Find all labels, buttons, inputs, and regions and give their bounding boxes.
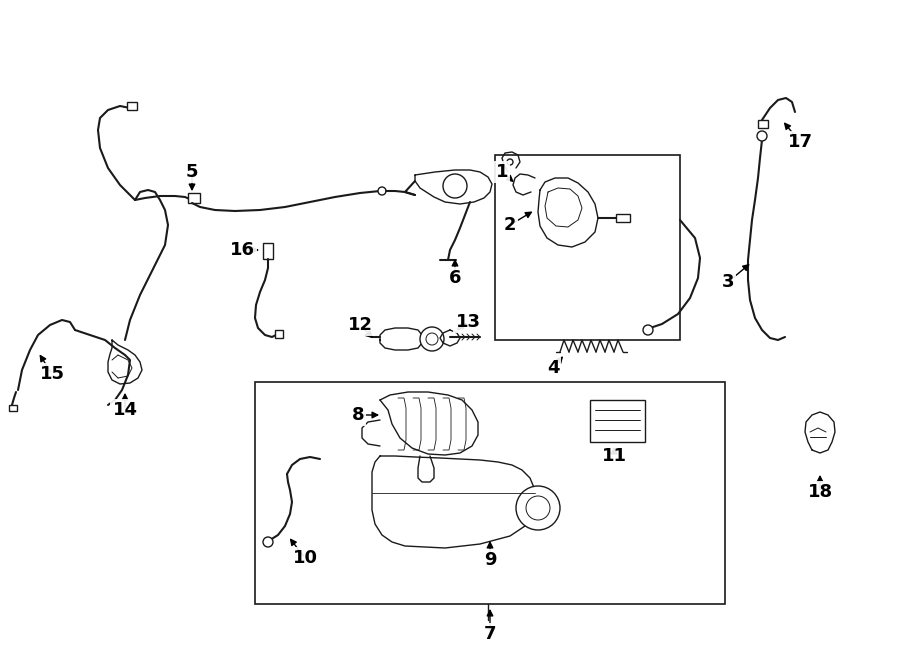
Circle shape [263,537,273,547]
Text: 5: 5 [185,163,198,181]
Text: 16: 16 [230,241,255,259]
Bar [127,102,137,110]
Circle shape [507,159,513,165]
Text: 15: 15 [40,365,65,383]
Text: 6: 6 [449,269,461,287]
Circle shape [757,131,767,141]
Text: 7: 7 [484,625,496,643]
Text: 14: 14 [112,401,138,419]
Circle shape [443,174,467,198]
Text: 2: 2 [504,216,517,234]
Circle shape [516,486,560,530]
Circle shape [378,187,386,195]
Text: 8: 8 [352,406,365,424]
Text: 17: 17 [788,133,813,151]
Circle shape [526,496,550,520]
Text: 12: 12 [347,316,373,334]
Text: 10: 10 [292,549,318,567]
Bar [495,155,680,340]
Text: 3: 3 [722,273,734,291]
Bar [263,243,273,259]
Text: 9: 9 [484,551,496,569]
Circle shape [420,327,444,351]
Bar [616,214,630,222]
Text: 4: 4 [547,359,559,377]
Text: 13: 13 [455,313,481,331]
Circle shape [643,325,653,335]
Bar [255,382,725,604]
Bar [758,120,768,128]
Bar [275,330,283,338]
Text: 18: 18 [807,483,833,501]
Text: 11: 11 [601,447,626,465]
Bar [188,193,200,203]
Text: 1: 1 [496,163,508,181]
Bar [9,405,17,411]
Bar [590,400,645,442]
Circle shape [426,333,438,345]
